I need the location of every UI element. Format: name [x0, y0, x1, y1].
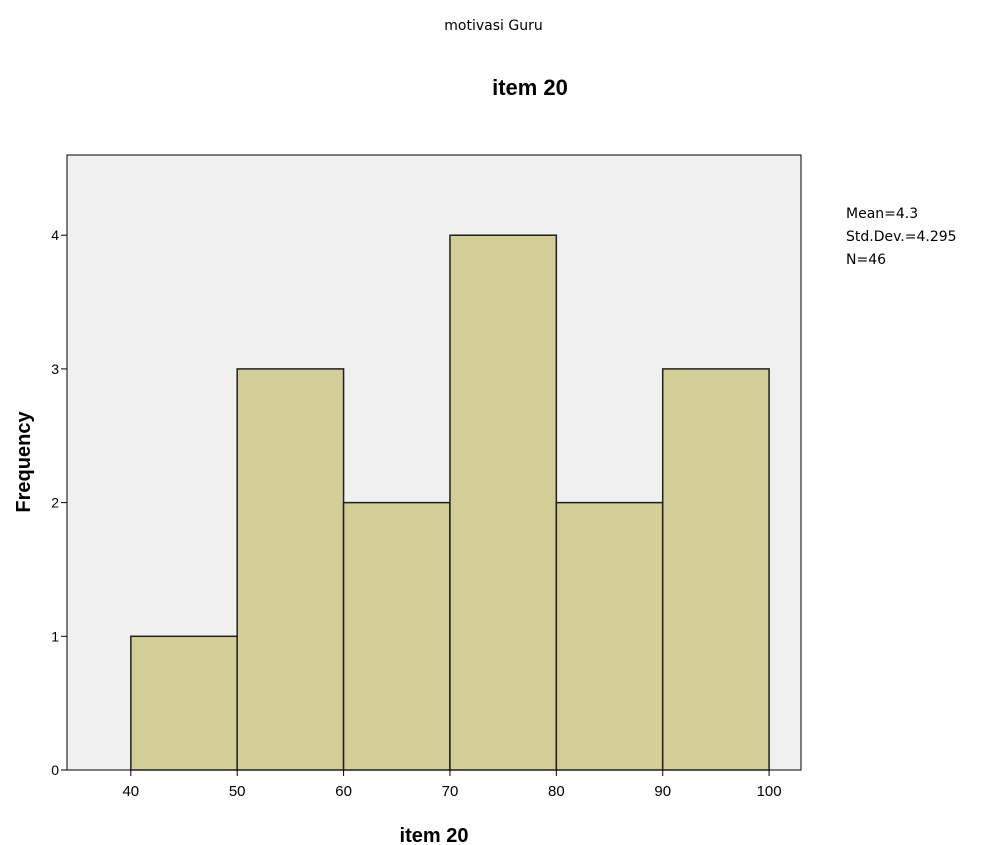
y-axis-label: Frequency: [13, 411, 35, 513]
y-tick-label: 0: [51, 762, 59, 778]
histogram-bar-40-50: [130, 635, 238, 771]
summary-statistics: Mean=4.3 Std.Dev.=4.295 N=46: [846, 203, 957, 272]
histogram-bar-90-100: [661, 368, 770, 771]
x-tick-label: 60: [335, 783, 352, 800]
histogram-bar-80-90: [555, 501, 664, 771]
chart-title: item 20: [492, 75, 568, 100]
mean-value: Mean=4.3: [846, 206, 919, 222]
histogram-bar-50-60: [236, 368, 345, 771]
histogram-bar-60-70: [342, 501, 451, 771]
x-tick-label: 100: [757, 783, 782, 800]
chart-caption: motivasi Guru: [444, 18, 543, 34]
x-axis-label: item 20: [400, 825, 469, 845]
x-tick-label: 80: [548, 783, 565, 800]
x-tick-label: 90: [654, 783, 671, 800]
std-dev-value: Std.Dev.=4.295: [846, 229, 957, 245]
x-tick-label: 40: [122, 783, 139, 800]
histogram-bar-70-80: [449, 234, 558, 771]
x-tick-label: 50: [229, 783, 246, 800]
x-tick-label: 70: [442, 783, 459, 800]
y-tick-label: 3: [51, 361, 59, 377]
y-tick-label: 4: [51, 227, 59, 243]
n-value: N=46: [846, 252, 887, 268]
y-tick-label: 1: [51, 628, 59, 644]
y-tick-label: 2: [51, 495, 59, 511]
